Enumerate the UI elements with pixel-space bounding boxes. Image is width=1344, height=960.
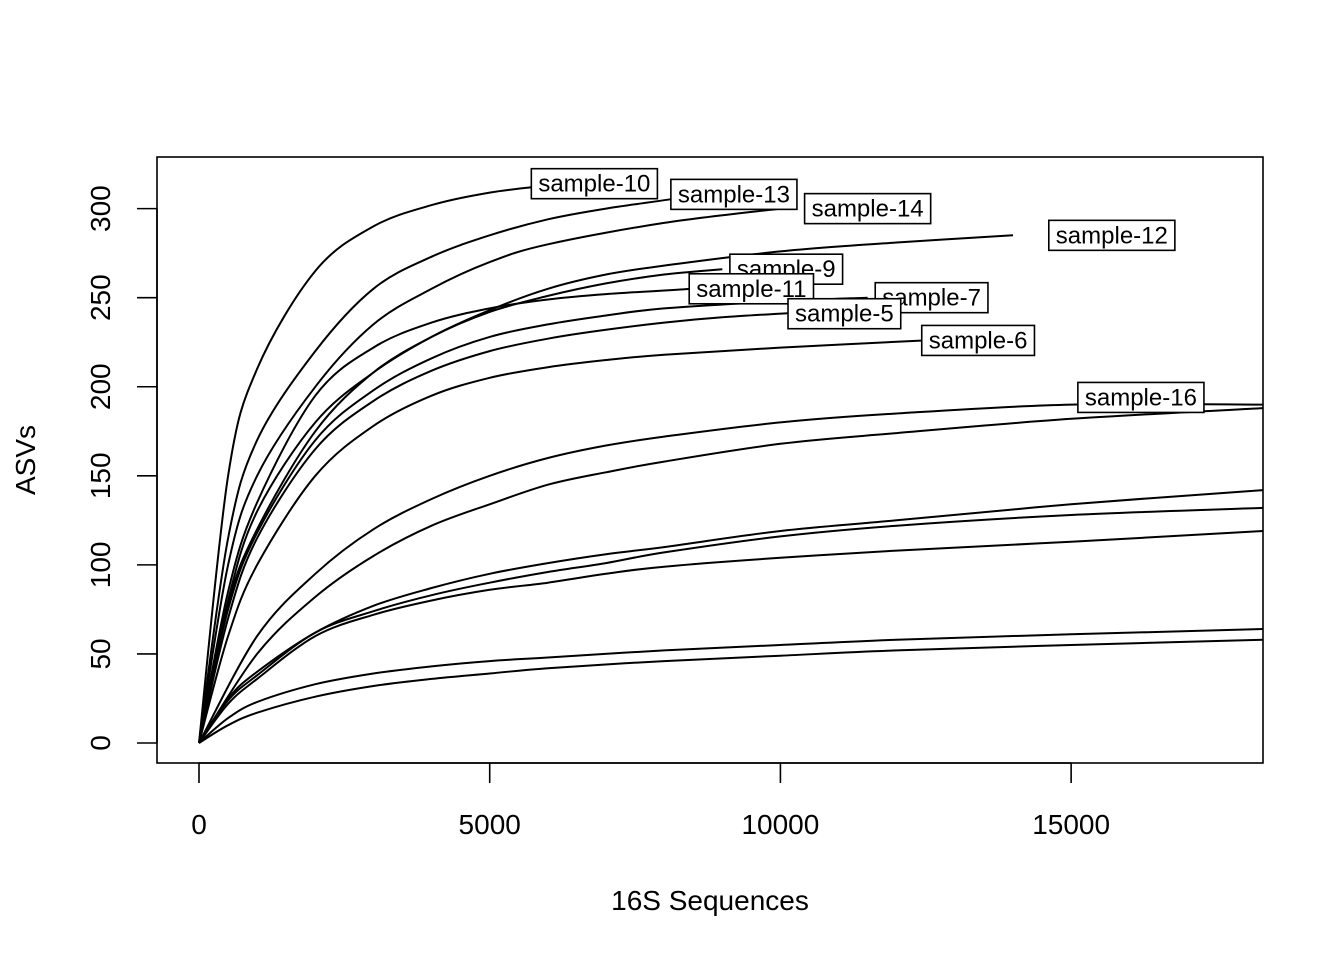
x-axis-title: 16S Sequences: [611, 885, 809, 916]
curve-sample-16: [198, 402, 1264, 744]
curve-sample-11: [198, 287, 694, 744]
label-text: sample-16: [1085, 384, 1197, 411]
curve-sample-10: [198, 184, 549, 744]
curve-sample-13: [198, 195, 694, 744]
y-tick-label: 300: [85, 185, 116, 232]
x-axis: 0 5000 10000 15000: [191, 762, 1110, 840]
label-sample-16: sample-16: [1077, 381, 1205, 414]
curve-sample-14: [198, 207, 781, 744]
label-text: sample-10: [538, 171, 650, 198]
x-tick-label: 15000: [1032, 809, 1110, 840]
label-box: [803, 192, 932, 225]
label-text: sample-14: [812, 196, 924, 223]
annotation-layer: sample-10 sample-13 sample-14 sample-12 samp…: [530, 167, 1205, 414]
curve-unlabeled-14: [198, 530, 1264, 744]
x-tick-label: 5000: [459, 809, 521, 840]
x-tick-label: 10000: [741, 809, 819, 840]
curve-unlabeled-11: [198, 407, 1264, 744]
y-tick-label: 100: [85, 542, 116, 589]
x-tick-label: 0: [191, 809, 207, 840]
label-text: sample-12: [1056, 222, 1168, 249]
curve-sample-5: [198, 310, 810, 744]
y-tick-label: 0: [85, 735, 116, 751]
curve-sample-9: [198, 268, 723, 744]
y-axis-title: ASVs: [10, 425, 41, 495]
y-tick-label: 150: [85, 452, 116, 499]
label-sample-12: sample-12: [1047, 219, 1176, 252]
label-sample-10: sample-10: [530, 167, 659, 200]
label-sample-6: sample-6: [920, 324, 1036, 357]
curve-unlabeled-16: [198, 638, 1264, 744]
curve-unlabeled-12: [198, 489, 1264, 744]
label-text: sample-13: [678, 181, 790, 208]
y-tick-label: 50: [85, 638, 116, 669]
curve-sample-7: [198, 296, 868, 744]
curve-unlabeled-13: [198, 506, 1264, 744]
label-box: [920, 324, 1036, 357]
label-box: [1077, 381, 1205, 414]
label-text: sample-6: [929, 327, 1028, 354]
label-sample-14: sample-14: [803, 192, 932, 225]
label-text: sample-5: [795, 301, 894, 328]
label-box: [530, 167, 659, 200]
label-sample-13: sample-13: [670, 178, 798, 211]
label-box: [1047, 219, 1176, 252]
label-box: [787, 297, 902, 330]
y-tick-label: 250: [85, 274, 116, 321]
curve-sample-12: [198, 234, 1014, 744]
curve-unlabeled-15: [198, 628, 1264, 744]
y-axis: 0 50 100 150 200 250 300: [85, 185, 158, 751]
label-box: [670, 178, 798, 211]
label-sample-5: sample-5: [787, 297, 902, 330]
y-tick-label: 200: [85, 363, 116, 410]
curve-sample-6: [198, 339, 926, 744]
curve-layer: [198, 184, 1264, 744]
